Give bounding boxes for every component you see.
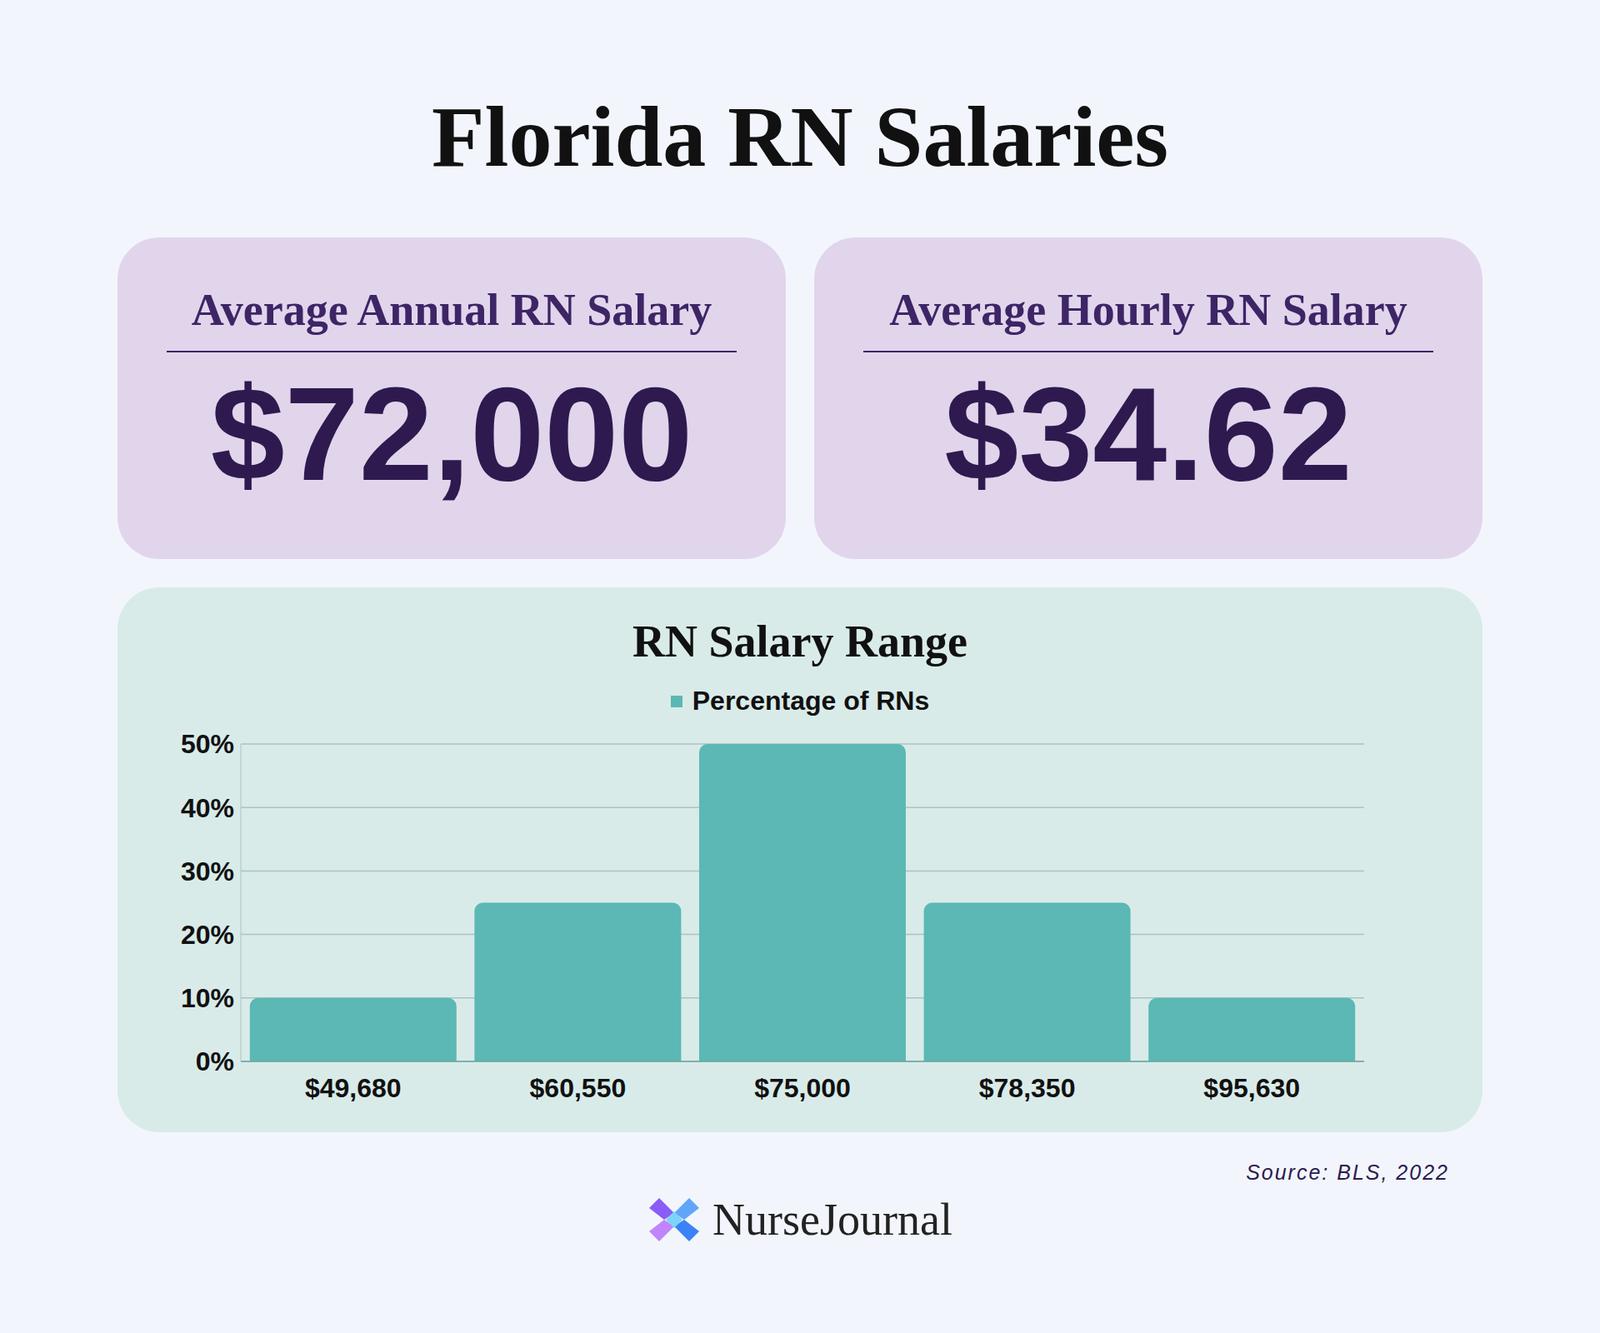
svg-text:$49,680: $49,680 <box>305 1073 402 1104</box>
html-text:$72,000: $72,000 <box>210 359 693 509</box>
html-text:Florida RN Salaries: Florida RN Salaries <box>431 88 1169 185</box>
svg-text:$78,350: $78,350 <box>979 1073 1076 1104</box>
html-text:$34.62: $34.62 <box>944 359 1353 509</box>
svg-text:$60,550: $60,550 <box>530 1073 627 1104</box>
html-text:Average Annual RN Salary: Average Annual RN Salary <box>191 285 712 335</box>
svg-text:20%: 20% <box>180 920 235 950</box>
svg-text:0%: 0% <box>195 1046 235 1077</box>
html-text:Average Hourly RN Salary: Average Hourly RN Salary <box>889 285 1408 335</box>
svg-text:50%: 50% <box>180 729 235 760</box>
svg-text:10%: 10% <box>180 983 235 1014</box>
html-text:Source: BLS, 2022: Source: BLS, 2022 <box>1245 1160 1450 1185</box>
html-text:NurseJournal: NurseJournal <box>712 1195 953 1245</box>
html-text:RN Salary Range: RN Salary Range <box>632 616 968 667</box>
html-text:Percentage of RNs: Percentage of RNs <box>692 685 930 716</box>
svg-text:$95,630: $95,630 <box>1203 1073 1300 1104</box>
svg-text:30%: 30% <box>180 856 235 887</box>
svg-text:40%: 40% <box>180 793 235 824</box>
svg-text:$75,000: $75,000 <box>754 1073 851 1104</box>
